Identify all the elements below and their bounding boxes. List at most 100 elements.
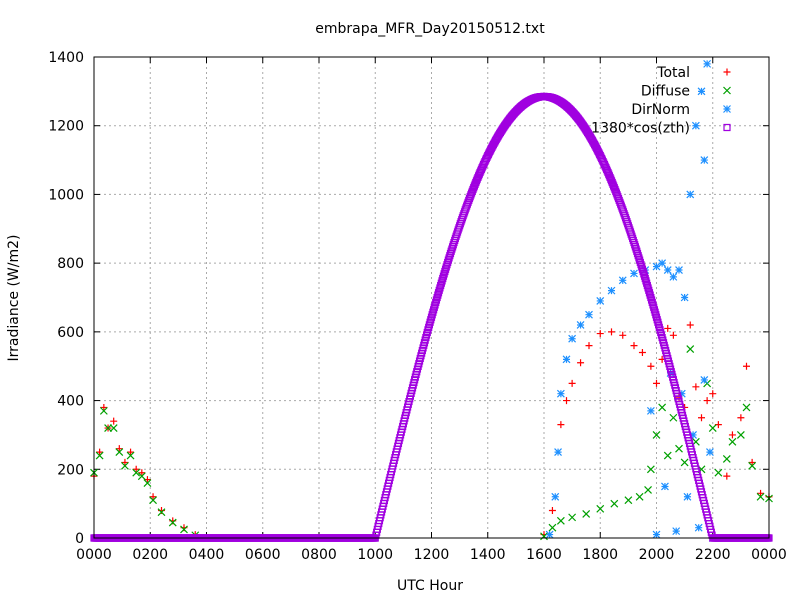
x-tick-label: 0000 (751, 547, 787, 563)
1380-cos-zth-point (434, 291, 442, 299)
x-tick-label: 0800 (301, 547, 337, 563)
1380-cos-zth-point (640, 272, 649, 280)
total-point (138, 469, 146, 477)
total-point (728, 431, 736, 439)
x-tick-label: 2200 (695, 547, 731, 563)
1380-cos-zth-point (655, 321, 663, 329)
legend-marker-diffuse (723, 86, 731, 95)
x-tick-label: 1200 (414, 547, 450, 563)
x-tick-label: 1800 (582, 547, 618, 563)
total-point (557, 421, 565, 429)
diffuse-point (675, 444, 683, 453)
x-tick-label: 0000 (76, 547, 112, 563)
1380-cos-zth-point (427, 313, 436, 321)
1380-cos-zth-point (425, 323, 433, 331)
dirnorm-point (669, 272, 678, 281)
y-tick-label: 800 (57, 256, 84, 272)
1380-cos-zth-point (610, 182, 618, 190)
1380-cos-zth-point (657, 331, 666, 339)
diffuse-point (149, 496, 157, 505)
1380-cos-zth-point (445, 254, 453, 262)
diffuse-point (624, 496, 633, 505)
total-point (709, 390, 717, 398)
1380-cos-zth-point (442, 263, 450, 271)
1380-cos-zth-point (437, 279, 445, 287)
1380-cos-zth-point (422, 331, 431, 339)
dirnorm-point (703, 59, 712, 68)
diffuse-point (540, 532, 548, 541)
1380-cos-zth-point (467, 189, 476, 197)
1380-cos-zth-point (665, 360, 673, 368)
1380-cos-zth-point (635, 254, 643, 262)
1380-cos-zth-point (607, 175, 615, 183)
1380-cos-zth-point (430, 303, 438, 311)
1380-cos-zth-point (415, 357, 424, 365)
1380-cos-zth-point (472, 178, 480, 187)
1380-cos-zth-point (650, 303, 658, 311)
1380-cos-zth-point (642, 277, 650, 285)
1380-cos-zth-point (633, 249, 642, 258)
1380-cos-zth-point (643, 281, 651, 290)
1380-cos-zth-point (643, 279, 651, 287)
1380-cos-zth-point (607, 177, 616, 185)
diffuse-point (95, 451, 104, 460)
1380-cos-zth-point (437, 281, 445, 290)
1380-cos-zth-point (650, 306, 658, 314)
1380-cos-zth-point (655, 323, 663, 331)
1380-cos-zth-point (436, 284, 444, 292)
1380-cos-zth-point (637, 261, 645, 269)
diffuse-point (556, 516, 565, 525)
dirnorm-point (706, 448, 714, 457)
dirnorm-point (700, 376, 709, 384)
diffuse-point (646, 465, 655, 474)
dirnorm-point (630, 269, 638, 278)
legend-label: 1380*cos(zth) (591, 121, 690, 137)
x-tick-label: 0600 (245, 547, 281, 563)
1380-cos-zth-point (605, 172, 613, 180)
diffuse-point (610, 499, 619, 508)
total-point (608, 328, 615, 336)
dirnorm-point (618, 276, 627, 285)
1380-cos-zth-point (669, 373, 677, 381)
total-point (585, 342, 593, 350)
dirnorm-point (607, 286, 616, 295)
x-tick-label: 2000 (639, 547, 675, 563)
total-point (669, 331, 677, 339)
diffuse-point (736, 431, 745, 439)
1380-cos-zth-point (647, 293, 655, 302)
1380-cos-zth-point (636, 256, 644, 264)
1380-cos-zth-point (632, 245, 640, 253)
1380-cos-zth-point (633, 247, 641, 255)
1380-cos-zth-point (415, 360, 423, 368)
dirnorm-point (686, 190, 695, 199)
diffuse-point (728, 437, 737, 446)
1380-cos-zth-point (414, 362, 422, 370)
diffuse-point (157, 508, 166, 517)
diffuse-point (680, 458, 689, 467)
total-point (638, 348, 646, 356)
dirnorm-point (652, 530, 661, 539)
1380-cos-zth-point (439, 272, 448, 280)
1380-cos-zth-point (589, 138, 597, 146)
1380-cos-zth-point (440, 270, 448, 278)
1380-cos-zth-point (428, 311, 436, 319)
1380-cos-zth-point (649, 301, 657, 309)
1380-cos-zth-point (605, 170, 613, 178)
dirnorm-point (697, 87, 706, 96)
dirnorm-point (551, 492, 560, 501)
1380-cos-zth-point (652, 313, 661, 321)
legend-marker-total (723, 68, 731, 76)
y-tick-label: 1000 (48, 187, 84, 203)
1380-cos-zth-point (651, 308, 659, 316)
dirnorm-point (585, 310, 593, 319)
x-tick-label: 0400 (189, 547, 225, 563)
1380-cos-zth-point (652, 311, 660, 319)
1380-cos-zth-point (486, 146, 495, 154)
1380-cos-zth-point (441, 265, 450, 273)
1380-cos-zth-point (640, 270, 648, 278)
1380-cos-zth-point (411, 376, 419, 384)
dirnorm-point (677, 389, 686, 398)
1380-cos-zth-point (426, 318, 434, 326)
dirnorm-point (672, 527, 681, 536)
